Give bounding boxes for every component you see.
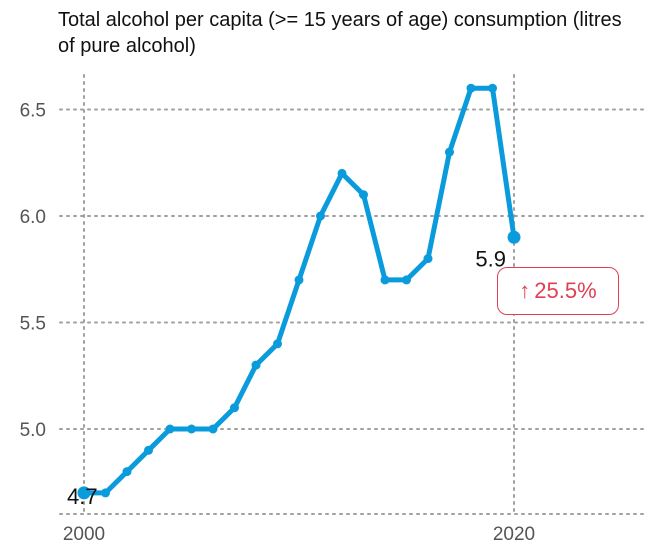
y-tick-label: 5.0 xyxy=(20,420,46,441)
data-point xyxy=(294,275,304,285)
data-point xyxy=(380,275,390,285)
data-point xyxy=(251,360,261,370)
data-point xyxy=(488,83,497,93)
series-group xyxy=(77,83,521,500)
x-tick-label: 2000 xyxy=(63,524,105,545)
data-point xyxy=(144,445,153,455)
chart-title: Total alcohol per capita (>= 15 years of… xyxy=(58,9,622,57)
data-point xyxy=(122,467,132,477)
data-point xyxy=(187,424,196,434)
data-point xyxy=(230,403,239,413)
data-point xyxy=(77,486,91,500)
start-value-label: 4.7 xyxy=(67,484,98,509)
up-arrow-icon: ↑ xyxy=(519,278,531,303)
data-point xyxy=(402,275,411,285)
data-point xyxy=(445,147,454,157)
data-point xyxy=(165,424,175,434)
end-value-label: 5.9 xyxy=(475,246,506,271)
data-point xyxy=(273,339,282,349)
data-point xyxy=(507,230,521,244)
x-axis-ticks: 2000 2020 xyxy=(63,524,535,545)
y-tick-label: 6.5 xyxy=(20,101,46,122)
data-point xyxy=(208,424,218,434)
y-tick-label: 6.0 xyxy=(20,207,46,228)
y-tick-label: 5.5 xyxy=(20,314,46,335)
change-badge-value: 25.5% xyxy=(534,278,597,303)
end-labels: 4.7 5.9 xyxy=(67,246,506,509)
data-point xyxy=(423,254,433,264)
y-axis-ticks: 5.0 5.5 6.0 6.5 xyxy=(20,101,46,442)
grid-lines xyxy=(59,74,649,515)
data-point xyxy=(101,488,110,498)
x-tick-label: 2020 xyxy=(493,524,535,545)
data-point xyxy=(337,168,347,178)
data-point xyxy=(359,190,368,200)
change-badge: ↑ 25.5% xyxy=(497,267,619,315)
data-point xyxy=(466,83,476,93)
data-point xyxy=(316,211,325,221)
